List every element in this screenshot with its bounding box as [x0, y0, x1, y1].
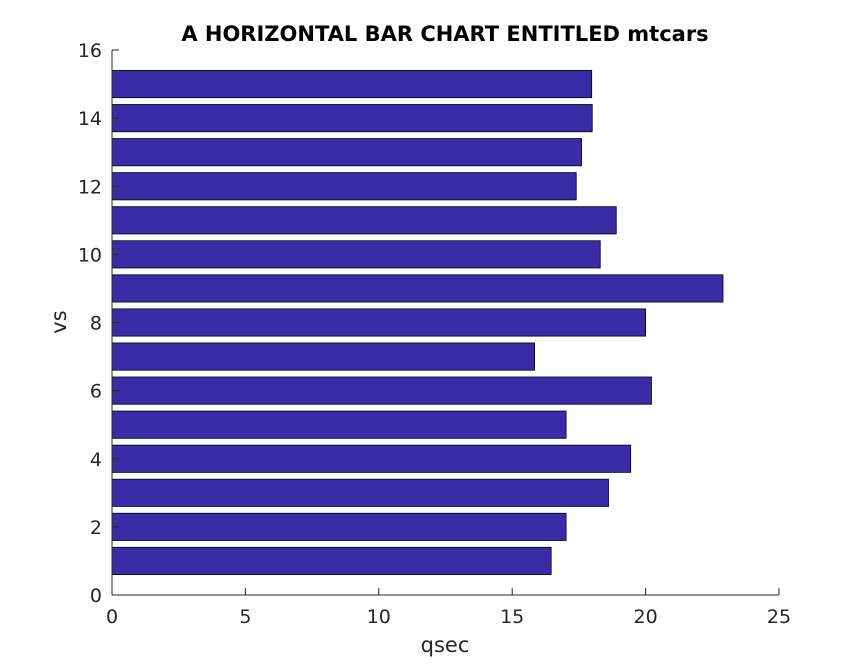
- bar-12: [111, 172, 577, 201]
- x-tick-label-15: 15: [500, 606, 524, 628]
- bar-4: [111, 444, 632, 473]
- y-tick-label-10: 10: [78, 244, 102, 266]
- y-tick-label-12: 12: [78, 176, 102, 198]
- y-tick-label-16: 16: [78, 40, 102, 62]
- x-tick-label-5: 5: [239, 606, 251, 628]
- x-tick-label-0: 0: [106, 606, 118, 628]
- bar-6: [111, 376, 652, 405]
- bar-13: [111, 138, 582, 167]
- x-tick-label-25: 25: [767, 606, 791, 628]
- bar-5: [111, 410, 567, 439]
- x-tick-label-20: 20: [634, 606, 658, 628]
- bar-11: [111, 206, 617, 235]
- chart-title: A HORIZONTAL BAR CHART ENTITLED mtcars: [181, 22, 708, 46]
- axes-group: 0 5 10 15 20 25 0 2 4 6 8 10 12 14 16: [78, 40, 791, 628]
- bar-15: [111, 70, 593, 99]
- y-axis-label: vs: [47, 310, 71, 333]
- y-tick-label-8: 8: [90, 313, 102, 335]
- x-tick-label-10: 10: [367, 606, 391, 628]
- bar-1: [111, 546, 552, 575]
- bars-group: [111, 70, 724, 575]
- bar-3: [111, 478, 609, 507]
- bar-10: [111, 240, 601, 269]
- x-axis-label: qsec: [421, 633, 470, 657]
- y-tick-label-14: 14: [78, 108, 102, 130]
- y-tick-label-6: 6: [90, 381, 102, 403]
- bar-2: [111, 512, 567, 541]
- bar-9: [111, 274, 724, 303]
- y-tick-label-4: 4: [90, 449, 102, 471]
- bar-14: [111, 104, 593, 133]
- bar-8: [111, 308, 646, 337]
- y-tick-label-2: 2: [90, 517, 102, 539]
- y-tick-label-0: 0: [90, 585, 102, 607]
- bar-7: [111, 342, 536, 371]
